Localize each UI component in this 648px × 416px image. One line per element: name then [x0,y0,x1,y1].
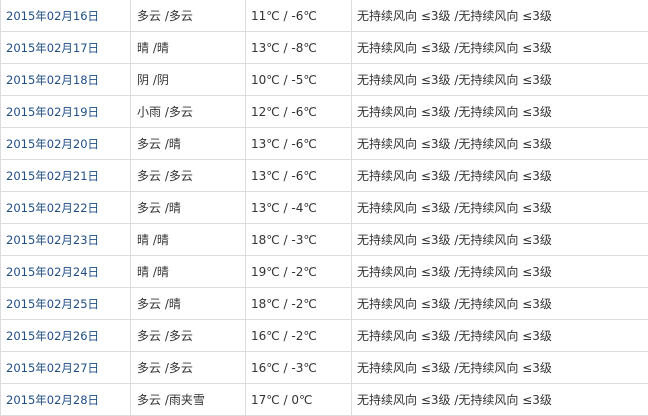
date-link[interactable]: 2015年02月23日 [6,232,100,247]
weather-cell: 多云 /晴 [130,287,246,320]
table-row: 2015年02月16日 多云 /多云 11℃ / -6℃ 无持续风向 ≤3级 /无持续… [0,0,648,32]
temperature-cell: 13℃ / -4℃ [245,191,352,224]
weather-cell: 多云 /雨夹雪 [130,383,246,416]
temperature-cell: 13℃ / -8℃ [245,31,352,64]
date-link[interactable]: 2015年02月21日 [6,168,100,183]
temperature-cell: 12℃ / -6℃ [245,95,352,128]
weather-cell: 小雨 /多云 [130,95,246,128]
wind-cell: 无持续风向 ≤3级 /无持续风向 ≤3级 [351,351,648,384]
temperature-cell: 16℃ / -2℃ [245,319,352,352]
table-row: 2015年02月24日 晴 /晴 19℃ / -2℃ 无持续风向 ≤3级 /无持续风向… [0,255,648,288]
date-link[interactable]: 2015年02月25日 [6,296,100,311]
wind-cell: 无持续风向 ≤3级 /无持续风向 ≤3级 [351,223,648,256]
wind-cell: 无持续风向 ≤3级 /无持续风向 ≤3级 [351,63,648,96]
temperature-cell: 10℃ / -5℃ [245,63,352,96]
table-row: 2015年02月27日 多云 /多云 16℃ / -3℃ 无持续风向 ≤3级 /无持续… [0,351,648,384]
date-link[interactable]: 2015年02月24日 [6,264,100,279]
date-link[interactable]: 2015年02月22日 [6,200,100,215]
temperature-cell: 13℃ / -6℃ [245,127,352,160]
date-cell: 2015年02月27日 [0,351,131,384]
wind-cell: 无持续风向 ≤3级 /无持续风向 ≤3级 [351,255,648,288]
date-link[interactable]: 2015年02月20日 [6,136,100,151]
temperature-cell: 19℃ / -2℃ [245,255,352,288]
date-cell: 2015年02月21日 [0,159,131,192]
table-row: 2015年02月25日 多云 /晴 18℃ / -2℃ 无持续风向 ≤3级 /无持续风… [0,287,648,320]
date-cell: 2015年02月22日 [0,191,131,224]
table-row: 2015年02月23日 晴 /晴 18℃ / -3℃ 无持续风向 ≤3级 /无持续风向… [0,223,648,256]
date-link[interactable]: 2015年02月16日 [6,8,100,23]
wind-cell: 无持续风向 ≤3级 /无持续风向 ≤3级 [351,159,648,192]
date-link[interactable]: 2015年02月18日 [6,72,100,87]
date-cell: 2015年02月26日 [0,319,131,352]
date-cell: 2015年02月23日 [0,223,131,256]
wind-cell: 无持续风向 ≤3级 /无持续风向 ≤3级 [351,287,648,320]
table-row: 2015年02月17日 晴 /晴 13℃ / -8℃ 无持续风向 ≤3级 /无持续风向… [0,31,648,64]
table-row: 2015年02月26日 多云 /多云 16℃ / -2℃ 无持续风向 ≤3级 /无持续… [0,319,648,352]
table-row: 2015年02月28日 多云 /雨夹雪 17℃ / 0℃ 无持续风向 ≤3级 /无持续… [0,383,648,416]
date-link[interactable]: 2015年02月26日 [6,328,100,343]
table-row: 2015年02月18日 阴 /阴 10℃ / -5℃ 无持续风向 ≤3级 /无持续风向… [0,63,648,96]
weather-cell: 多云 /多云 [130,351,246,384]
weather-cell: 晴 /晴 [130,255,246,288]
temperature-cell: 18℃ / -3℃ [245,223,352,256]
wind-cell: 无持续风向 ≤3级 /无持续风向 ≤3级 [351,95,648,128]
wind-cell: 无持续风向 ≤3级 /无持续风向 ≤3级 [351,0,648,32]
table-row: 2015年02月20日 多云 /晴 13℃ / -6℃ 无持续风向 ≤3级 /无持续风… [0,127,648,160]
temperature-cell: 11℃ / -6℃ [245,0,352,32]
weather-cell: 多云 /晴 [130,127,246,160]
temperature-cell: 13℃ / -6℃ [245,159,352,192]
weather-cell: 多云 /多云 [130,319,246,352]
date-cell: 2015年02月19日 [0,95,131,128]
date-cell: 2015年02月20日 [0,127,131,160]
table-row: 2015年02月21日 多云 /多云 13℃ / -6℃ 无持续风向 ≤3级 /无持续… [0,159,648,192]
weather-cell: 晴 /晴 [130,223,246,256]
wind-cell: 无持续风向 ≤3级 /无持续风向 ≤3级 [351,383,648,416]
date-cell: 2015年02月18日 [0,63,131,96]
date-cell: 2015年02月16日 [0,0,131,32]
date-link[interactable]: 2015年02月17日 [6,40,100,55]
wind-cell: 无持续风向 ≤3级 /无持续风向 ≤3级 [351,319,648,352]
wind-cell: 无持续风向 ≤3级 /无持续风向 ≤3级 [351,127,648,160]
table-row: 2015年02月22日 多云 /晴 13℃ / -4℃ 无持续风向 ≤3级 /无持续风… [0,191,648,224]
date-link[interactable]: 2015年02月19日 [6,104,100,119]
weather-cell: 阴 /阴 [130,63,246,96]
weather-cell: 多云 /多云 [130,0,246,32]
wind-cell: 无持续风向 ≤3级 /无持续风向 ≤3级 [351,31,648,64]
date-link[interactable]: 2015年02月28日 [6,392,100,407]
weather-cell: 多云 /晴 [130,191,246,224]
temperature-cell: 16℃ / -3℃ [245,351,352,384]
temperature-cell: 18℃ / -2℃ [245,287,352,320]
date-cell: 2015年02月25日 [0,287,131,320]
date-cell: 2015年02月28日 [0,383,131,416]
date-link[interactable]: 2015年02月27日 [6,360,100,375]
weather-cell: 晴 /晴 [130,31,246,64]
wind-cell: 无持续风向 ≤3级 /无持续风向 ≤3级 [351,191,648,224]
table-row: 2015年02月19日 小雨 /多云 12℃ / -6℃ 无持续风向 ≤3级 /无持续… [0,95,648,128]
date-cell: 2015年02月17日 [0,31,131,64]
temperature-cell: 17℃ / 0℃ [245,383,352,416]
weather-cell: 多云 /多云 [130,159,246,192]
date-cell: 2015年02月24日 [0,255,131,288]
